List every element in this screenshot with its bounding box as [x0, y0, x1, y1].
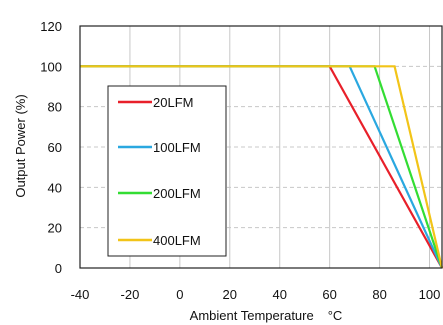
x-tick-label: -20 [121, 287, 140, 302]
x-tick-label: -40 [71, 287, 90, 302]
y-tick-labels: 0 20 40 60 80 100 120 [40, 19, 62, 276]
legend-entry: 200LFM [153, 186, 201, 201]
y-tick-label: 0 [55, 261, 62, 276]
series-line-400lfm [80, 65, 443, 269]
x-tick-label: 80 [372, 287, 386, 302]
y-tick-label: 20 [48, 221, 62, 236]
x-axis-label-text: Ambient Temperature [190, 308, 314, 323]
legend: 20LFM 100LFM 200LFM 400LFM [107, 85, 227, 257]
x-tick-label: 40 [272, 287, 286, 302]
series-layer [80, 65, 443, 269]
legend-entry: 20LFM [153, 95, 193, 110]
x-axis-unit: °C [328, 308, 343, 323]
y-axis-label: Output Power (%) [13, 94, 28, 197]
y-tick-label: 40 [48, 180, 62, 195]
y-tick-label: 60 [48, 140, 62, 155]
legend-entry: 400LFM [153, 233, 201, 248]
x-tick-label: 60 [322, 287, 336, 302]
x-tick-label: 20 [223, 287, 237, 302]
plot-frame [79, 25, 443, 269]
legend-box [107, 85, 227, 257]
legend-entry: 100LFM [153, 140, 201, 155]
y-tick-label: 120 [40, 19, 62, 34]
y-tick-label: 80 [48, 100, 62, 115]
x-axis-label: Ambient Temperature °C [190, 308, 343, 323]
y-tick-label: 100 [40, 59, 62, 74]
x-tick-label: 0 [176, 287, 183, 302]
x-tick-label: 100 [419, 287, 441, 302]
x-tick-labels: -40 -20 0 20 40 60 80 100 [71, 287, 441, 302]
